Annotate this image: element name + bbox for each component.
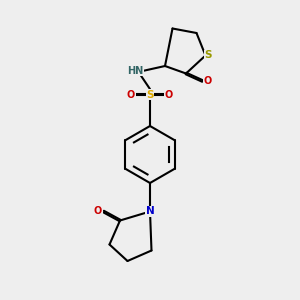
Text: O: O — [165, 89, 173, 100]
Text: HN: HN — [127, 65, 143, 76]
Text: S: S — [205, 50, 212, 61]
Text: O: O — [127, 89, 135, 100]
Text: N: N — [146, 206, 154, 217]
Text: O: O — [94, 206, 102, 217]
Text: S: S — [146, 89, 154, 100]
Text: O: O — [204, 76, 212, 86]
